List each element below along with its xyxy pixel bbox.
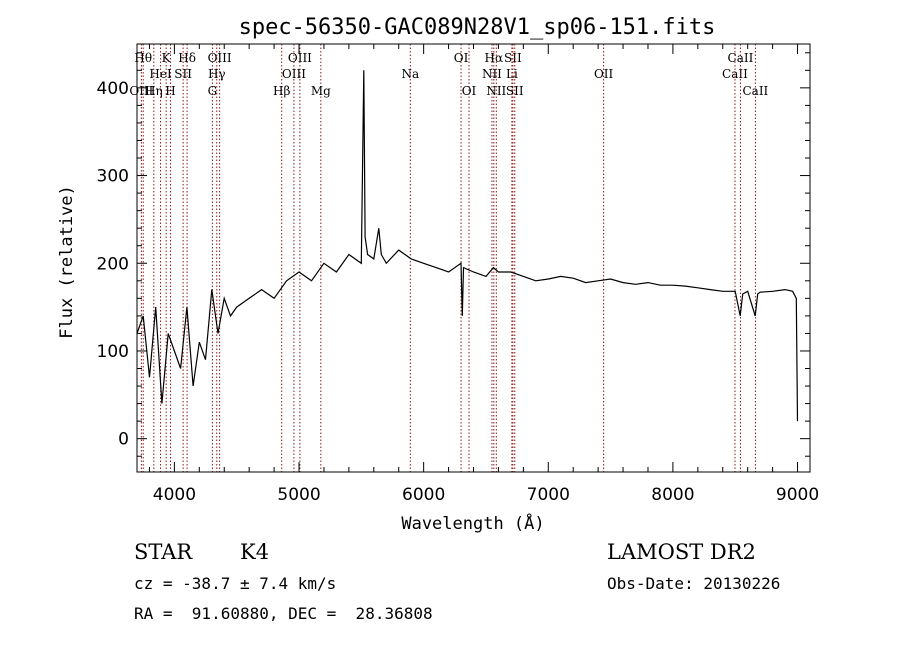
spectral-line-label: OIII — [282, 67, 306, 81]
spectral-line-label: Hη — [145, 84, 163, 98]
spectral-line-label: OII — [594, 67, 614, 81]
spectral-line-label: CaII — [742, 84, 768, 98]
y-tick-label: 400 — [97, 79, 129, 99]
plot-frame — [136, 43, 811, 473]
spectral-line-label: SII — [506, 84, 524, 98]
x-tick-label: 7000 — [527, 485, 570, 505]
flux-line — [136, 70, 799, 422]
spectral-line-label: Hγ — [208, 67, 226, 81]
spectral-line-label: OIII — [288, 51, 312, 65]
observation-date: Obs-Date: 20130226 — [607, 574, 781, 593]
y-axis: 0 100 200 300 400 — [97, 52, 810, 457]
spectral-line-label: HeI — [149, 67, 172, 81]
class-label: STAR — [134, 540, 193, 564]
y-tick-label: 200 — [97, 254, 129, 274]
y-axis-label: Flux (relative) — [57, 185, 77, 339]
chart-title: spec-56350-GAC089N28V1_sp06-151.fits — [239, 15, 716, 40]
spectral-line-label: Na — [401, 67, 419, 81]
spectral-line-label: Li — [506, 67, 518, 81]
spectral-line-label: OIII — [208, 51, 232, 65]
spectral-line-label: OI — [454, 51, 469, 65]
spectral-line-label: CaII — [728, 51, 754, 65]
spectral-line-label: OIII — [129, 84, 153, 98]
spectral-line-label: K — [162, 51, 172, 65]
spectral-line-label: SII — [504, 51, 522, 65]
x-axis: 4000 5000 6000 7000 8000 9000 — [148, 44, 819, 505]
spectral-line-label: G — [208, 84, 218, 98]
survey-label: LAMOST DR2 — [607, 540, 756, 564]
y-tick-label: 100 — [97, 342, 129, 362]
flux-series — [136, 70, 799, 422]
coordinates-readout: RA = 91.60880, DEC = 28.36808 — [134, 604, 433, 623]
spectral-line-markers: OIII Hθ Hη HeI K H SII Hδ G Hγ OIII Hβ OIII OIII Mg Na O… — [129, 44, 769, 472]
x-tick-label: 5000 — [277, 485, 320, 505]
spectral-line-label: H — [165, 84, 175, 98]
spectral-line-label: Hα — [485, 51, 504, 65]
x-tick-label: 6000 — [402, 485, 445, 505]
redshift-readout: cz = -38.7 ± 7.4 km/s — [134, 574, 337, 593]
spectral-line-label: SII — [174, 67, 192, 81]
x-tick-label: 4000 — [153, 485, 196, 505]
subclass-label: K4 — [240, 540, 270, 564]
spectral-line-label: Hθ — [134, 51, 152, 65]
x-tick-label: 8000 — [651, 485, 694, 505]
spectral-line-label: NII — [486, 84, 506, 98]
spectral-line-label: CaII — [722, 67, 748, 81]
spectral-line-label: Hδ — [178, 51, 196, 65]
spectral-line-label: NII — [482, 67, 502, 81]
y-tick-label: 0 — [118, 430, 129, 450]
y-tick-label: 300 — [97, 167, 129, 187]
spectral-line-label: Hβ — [273, 84, 290, 98]
x-axis-label: Wavelength (Å) — [401, 512, 544, 534]
spectral-line-label: Mg — [311, 84, 331, 98]
spectral-line-label: OI — [462, 84, 477, 98]
x-tick-label: 9000 — [776, 485, 819, 505]
